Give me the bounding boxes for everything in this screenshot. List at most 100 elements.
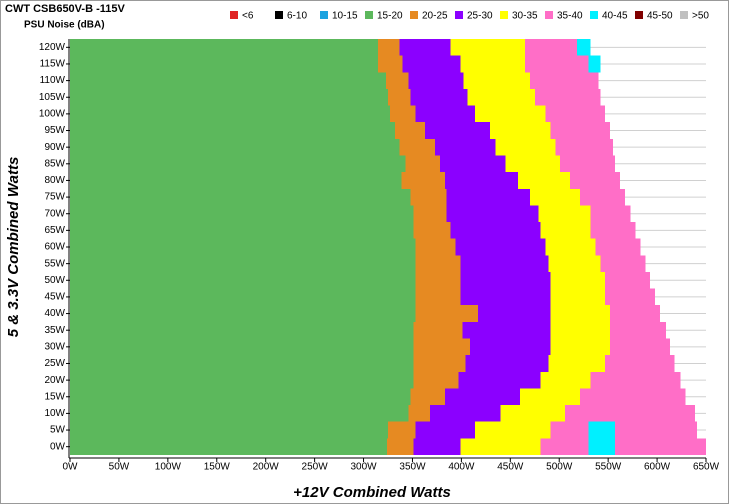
y-tick-label: 40W <box>44 308 65 319</box>
legend-swatch <box>275 11 283 19</box>
noise-cell <box>489 122 551 139</box>
x-tick-label: 50W <box>109 462 130 473</box>
legend-swatch <box>455 11 463 19</box>
noise-cell <box>415 238 456 256</box>
noise-cell <box>70 55 379 73</box>
noise-cell <box>458 371 541 389</box>
noise-cell <box>550 271 606 289</box>
x-tick-label: 650W <box>693 462 720 473</box>
noise-cell <box>569 172 620 189</box>
x-tick-label: 100W <box>155 462 182 473</box>
legend-label: >50 <box>692 11 709 22</box>
y-tick-label: 15W <box>44 391 65 402</box>
noise-cell <box>410 388 445 406</box>
noise-cell <box>475 105 546 123</box>
noise-cell <box>415 421 476 439</box>
noise-cell <box>565 405 696 422</box>
x-tick-label: 600W <box>644 462 671 473</box>
y-tick-label: 65W <box>44 225 65 236</box>
noise-cell <box>579 188 625 206</box>
y-tick-label: 95W <box>44 125 65 136</box>
noise-cell <box>455 238 546 256</box>
y-tick-label: 25W <box>44 358 65 369</box>
y-tick-label: 60W <box>44 242 65 253</box>
noise-cell <box>413 438 461 455</box>
y-tick-label: 45W <box>44 292 65 303</box>
noise-cell <box>70 238 416 256</box>
noise-cell <box>475 421 551 439</box>
y-tick-label: 10W <box>44 408 65 419</box>
noise-cell <box>70 122 395 139</box>
noise-cell <box>470 338 551 356</box>
noise-cell <box>610 321 666 339</box>
y-tick-label: 100W <box>39 109 66 120</box>
noise-cell <box>415 288 461 306</box>
legend-label: 30-35 <box>512 11 538 22</box>
noise-cell <box>550 421 589 439</box>
legend-label: 35-40 <box>557 11 583 22</box>
legend-swatch <box>545 11 553 19</box>
noise-cell <box>401 172 445 189</box>
noise-cell <box>460 438 541 455</box>
noise-cell <box>463 72 530 89</box>
noise-cell <box>588 421 616 439</box>
noise-cell <box>529 188 580 206</box>
noise-cell <box>70 338 414 356</box>
noise-cell <box>410 88 468 106</box>
noise-cell <box>415 305 479 322</box>
x-tick-label: 400W <box>448 462 475 473</box>
x-tick-label: 300W <box>350 462 377 473</box>
x-tick-label: 150W <box>204 462 231 473</box>
noise-cell <box>520 388 580 406</box>
noise-cell <box>590 371 681 389</box>
noise-cell <box>495 138 556 156</box>
noise-cell <box>70 255 416 272</box>
plot-area <box>70 39 706 455</box>
y-tick-label: 85W <box>44 158 65 169</box>
noise-cell <box>415 271 461 289</box>
noise-cell <box>550 321 611 339</box>
noise-cell <box>590 222 636 239</box>
noise-cell <box>70 72 387 89</box>
noise-cell <box>70 188 411 206</box>
noise-cell <box>460 255 549 272</box>
noise-cell <box>467 88 535 106</box>
noise-cell <box>478 305 551 322</box>
y-tick-label: 20W <box>44 375 65 386</box>
x-axis-title: +12V Combined Watts <box>293 484 451 501</box>
noise-cell <box>588 438 616 455</box>
noise-cell <box>462 321 551 339</box>
noise-cell <box>550 288 606 306</box>
y-tick-label: 30W <box>44 341 65 352</box>
noise-cell <box>408 405 431 422</box>
y-tick-label: 90W <box>44 142 65 153</box>
noise-cell <box>550 122 611 139</box>
noise-cell <box>386 72 409 89</box>
noise-cell <box>415 255 461 272</box>
noise-cell <box>588 55 601 73</box>
y-tick-label: 115W <box>40 59 66 70</box>
noise-cell <box>540 438 589 455</box>
legend-swatch <box>500 11 508 19</box>
legend-swatch <box>590 11 598 19</box>
noise-cell <box>70 371 414 389</box>
legend-swatch <box>365 11 373 19</box>
noise-cell <box>70 138 400 156</box>
noise-cell <box>538 205 591 223</box>
noise-cell <box>605 271 651 289</box>
y-tick-label: 0W <box>50 441 66 452</box>
noise-cell <box>70 205 414 223</box>
legend-label: 40-45 <box>602 11 628 22</box>
noise-cell <box>540 371 591 389</box>
chart-title: CWT CSB650V-B -115V <box>5 3 125 15</box>
noise-cell <box>70 321 414 339</box>
x-tick-label: 500W <box>546 462 573 473</box>
noise-cell <box>70 355 414 372</box>
legend-label: 10-15 <box>332 11 358 22</box>
noise-cell <box>595 238 641 256</box>
y-tick-label: 80W <box>44 175 65 186</box>
noise-cell <box>413 355 466 372</box>
y-tick-label: 70W <box>44 208 65 219</box>
noise-cell <box>405 155 440 173</box>
